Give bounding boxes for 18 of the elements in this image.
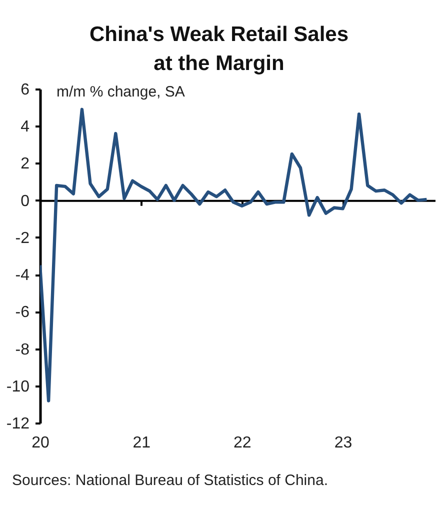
y-tick-label: -12 <box>6 416 30 432</box>
x-tick-label: 22 <box>234 434 252 452</box>
y-tick-label: 4 <box>20 118 30 136</box>
y-axis-title: m/m % change, SA <box>56 84 185 100</box>
source-note: Sources: National Bureau of Statistics of China. <box>12 471 329 491</box>
y-tick-label: -6 <box>15 304 30 322</box>
y-tick-label: 2 <box>20 156 30 173</box>
y-tick-label: -2 <box>15 230 30 247</box>
y-tick-label: -10 <box>6 378 30 396</box>
x-tick-label: 20 <box>32 434 50 452</box>
y-tick-label: -8 <box>15 341 30 358</box>
y-tick-label: -4 <box>15 267 30 284</box>
line-series <box>40 108 428 402</box>
x-tick-label: 21 <box>132 434 151 452</box>
y-tick-label: 6 <box>20 82 30 98</box>
x-tick-label: 23 <box>334 434 352 452</box>
chart-title: China's Weak Retail Sales at the Margin <box>88 22 350 77</box>
y-tick-label: 0 <box>20 192 30 210</box>
